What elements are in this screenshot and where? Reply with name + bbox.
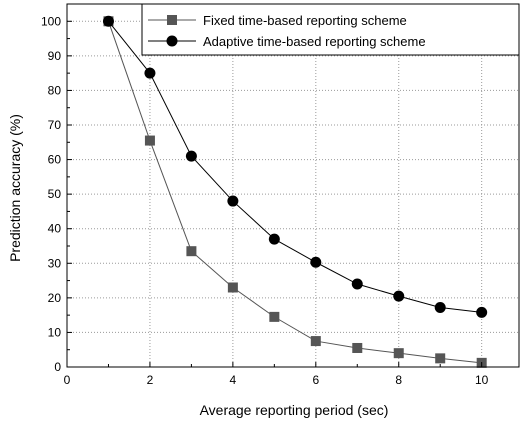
x-tick-label: 8: [395, 373, 402, 387]
y-tick-label: 10: [48, 325, 62, 339]
x-tick-label: 10: [475, 373, 489, 387]
legend-circle-marker-icon: [166, 35, 178, 47]
legend-label-fixed: Fixed time-based reporting scheme: [203, 13, 407, 28]
grid: [66, 4, 519, 368]
data-point-adaptive: [227, 195, 239, 207]
data-point-adaptive: [310, 256, 322, 268]
legend-item-adaptive: Adaptive time-based reporting scheme: [148, 34, 426, 49]
data-point-adaptive: [185, 150, 197, 162]
y-tick-label: 20: [48, 291, 62, 305]
x-tick-label: 2: [147, 373, 154, 387]
series-layer: [102, 15, 488, 368]
data-point-adaptive: [144, 67, 156, 79]
y-tick-label: 90: [48, 49, 62, 63]
data-point-fixed: [310, 336, 321, 347]
axes: 0 10 20 30 40 50 60 70 80 90 100 0 2 4 6 8 10: [41, 14, 489, 387]
y-axis-title: Prediction accuracy (%): [7, 114, 23, 262]
y-tick-label: 100: [41, 14, 61, 28]
series-line-fixed: [107, 21, 482, 364]
data-point-adaptive: [268, 233, 280, 245]
legend-label-adaptive: Adaptive time-based reporting scheme: [203, 34, 426, 49]
x-tick-label: 0: [64, 373, 71, 387]
data-point-fixed: [186, 246, 197, 257]
data-point-adaptive: [351, 278, 363, 290]
data-point-fixed: [144, 135, 155, 146]
x-tick-label: 6: [312, 373, 319, 387]
legend-item-fixed: Fixed time-based reporting scheme: [148, 13, 407, 28]
x-tick-label: 4: [230, 373, 237, 387]
data-point-fixed: [435, 353, 446, 364]
data-point-fixed: [227, 282, 238, 293]
data-point-adaptive: [434, 302, 446, 314]
y-tick-label: 60: [48, 153, 62, 167]
y-tick-label: 70: [48, 118, 62, 132]
plot-frame: [66, 3, 520, 368]
legend-box: [141, 3, 520, 56]
legend-square-marker-icon: [167, 15, 177, 25]
data-point-adaptive: [102, 15, 114, 27]
data-point-adaptive: [476, 306, 488, 318]
y-tick-label: 0: [54, 360, 61, 374]
data-point-fixed: [269, 311, 280, 322]
data-point-fixed: [393, 348, 404, 359]
y-tick-label: 50: [48, 187, 62, 201]
y-tick-label: 40: [48, 222, 62, 236]
data-point-fixed: [352, 342, 363, 353]
y-tick-label: 80: [48, 83, 62, 97]
y-tick-label: 30: [48, 256, 62, 270]
x-axis-title: Average reporting period (sec): [200, 402, 389, 418]
series-line-adaptive: [108, 20, 482, 313]
legend: Fixed time-based reporting scheme Adapti…: [141, 3, 520, 56]
data-point-adaptive: [393, 290, 405, 302]
